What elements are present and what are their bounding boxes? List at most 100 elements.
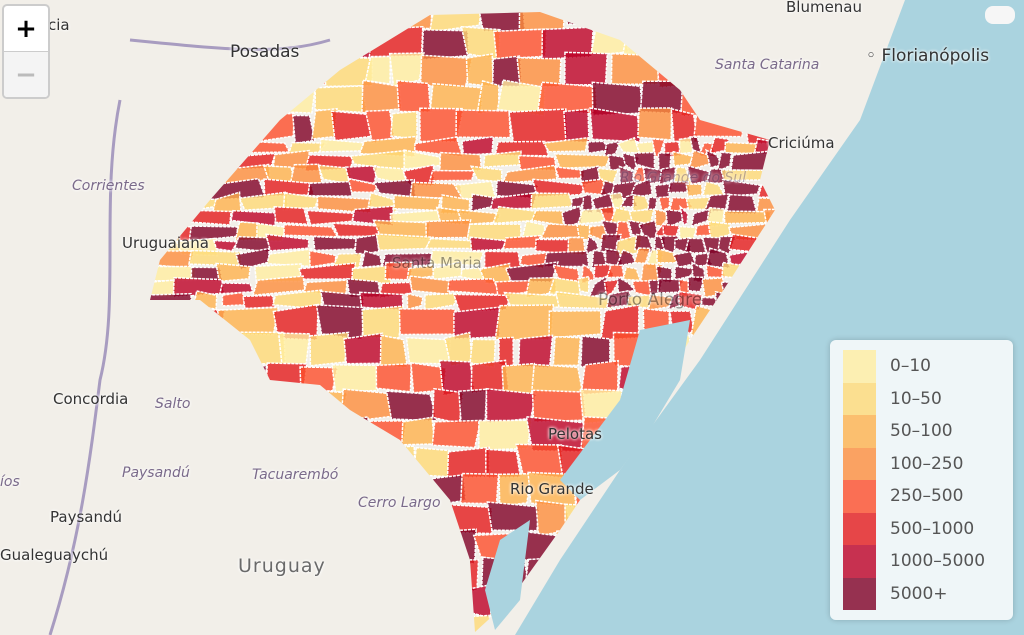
municipality[interactable] (428, 169, 476, 182)
municipality[interactable] (136, 415, 194, 450)
municipality[interactable] (485, 448, 522, 479)
municipality[interactable] (283, 223, 339, 238)
municipality[interactable] (687, 276, 706, 293)
municipality[interactable] (256, 415, 309, 452)
municipality[interactable] (183, 138, 210, 158)
municipality[interactable] (405, 336, 452, 365)
municipality[interactable] (162, 152, 202, 173)
municipality[interactable] (191, 529, 237, 562)
municipality[interactable] (501, 362, 536, 395)
municipality[interactable] (564, 0, 615, 26)
municipality[interactable] (375, 362, 413, 393)
municipality[interactable] (470, 359, 510, 394)
municipality[interactable] (403, 586, 433, 620)
municipality[interactable] (216, 306, 280, 336)
municipality[interactable] (421, 29, 470, 61)
municipality[interactable] (329, 0, 369, 29)
municipality[interactable] (716, 151, 733, 174)
municipality[interactable] (425, 219, 472, 239)
municipality[interactable] (552, 335, 582, 367)
municipality[interactable] (774, 151, 799, 173)
municipality[interactable] (343, 332, 384, 365)
municipality[interactable] (628, 177, 654, 200)
municipality[interactable] (141, 164, 175, 187)
municipality[interactable] (287, 141, 328, 156)
municipality[interactable] (337, 558, 363, 592)
municipality[interactable] (446, 278, 502, 296)
municipality[interactable] (269, 83, 317, 114)
municipality[interactable] (518, 0, 567, 31)
municipality[interactable] (299, 416, 336, 450)
municipality[interactable] (637, 107, 673, 141)
municipality[interactable] (353, 233, 380, 257)
municipality[interactable] (679, 204, 689, 227)
municipality[interactable] (181, 181, 215, 199)
zoom-out-button[interactable]: − (4, 51, 48, 97)
municipality[interactable] (429, 82, 484, 113)
municipality[interactable] (332, 416, 369, 452)
municipality[interactable] (300, 585, 342, 620)
municipality[interactable] (221, 291, 246, 307)
municipality[interactable] (289, 388, 349, 425)
municipality[interactable] (755, 197, 795, 214)
municipality[interactable] (486, 501, 540, 532)
municipality[interactable] (429, 528, 477, 565)
municipality[interactable] (670, 107, 699, 144)
municipality[interactable] (469, 165, 503, 183)
municipality[interactable] (610, 52, 661, 86)
municipality[interactable] (202, 137, 240, 159)
municipality[interactable] (143, 588, 186, 620)
municipality[interactable] (227, 389, 260, 423)
municipality[interactable] (659, 235, 680, 255)
municipality[interactable] (379, 334, 409, 369)
municipality[interactable] (269, 618, 320, 635)
municipality[interactable] (469, 236, 508, 252)
municipality[interactable] (534, 238, 573, 255)
municipality[interactable] (603, 140, 622, 159)
municipality[interactable] (252, 0, 287, 33)
municipality[interactable] (758, 29, 800, 60)
municipality[interactable] (361, 305, 405, 339)
municipality[interactable] (138, 135, 188, 159)
municipality[interactable] (137, 500, 183, 537)
municipality[interactable] (215, 613, 249, 635)
municipality[interactable] (212, 239, 239, 252)
municipality[interactable] (668, 25, 720, 61)
municipality[interactable] (621, 24, 672, 58)
municipality[interactable] (714, 290, 735, 311)
municipality[interactable] (461, 135, 495, 157)
municipality[interactable] (589, 107, 641, 143)
municipality[interactable] (455, 109, 512, 139)
municipality[interactable] (317, 164, 353, 185)
municipality[interactable] (622, 265, 642, 282)
municipality[interactable] (633, 247, 652, 265)
municipality[interactable] (589, 25, 630, 57)
municipality[interactable] (283, 0, 333, 33)
municipality[interactable] (234, 140, 291, 154)
municipality[interactable] (657, 196, 671, 212)
municipality[interactable] (141, 109, 176, 143)
municipality[interactable] (192, 557, 224, 592)
municipality[interactable] (424, 237, 476, 250)
municipality[interactable] (177, 81, 232, 116)
municipality[interactable] (188, 249, 242, 267)
municipality[interactable] (516, 56, 562, 88)
municipality[interactable] (714, 83, 746, 113)
municipality[interactable] (203, 0, 257, 33)
municipality[interactable] (521, 220, 546, 239)
municipality[interactable] (138, 249, 196, 269)
municipality[interactable] (530, 363, 584, 394)
municipality[interactable] (158, 555, 197, 590)
municipality[interactable] (680, 3, 708, 33)
municipality[interactable] (215, 262, 252, 283)
municipality[interactable] (777, 81, 803, 109)
municipality[interactable] (333, 586, 382, 619)
municipality[interactable] (185, 333, 239, 366)
municipality[interactable] (347, 177, 380, 194)
municipality[interactable] (385, 390, 438, 422)
municipality[interactable] (459, 472, 500, 505)
municipality[interactable] (599, 304, 640, 341)
municipality[interactable] (690, 304, 714, 339)
municipality[interactable] (140, 359, 185, 396)
municipality[interactable] (764, 168, 818, 187)
